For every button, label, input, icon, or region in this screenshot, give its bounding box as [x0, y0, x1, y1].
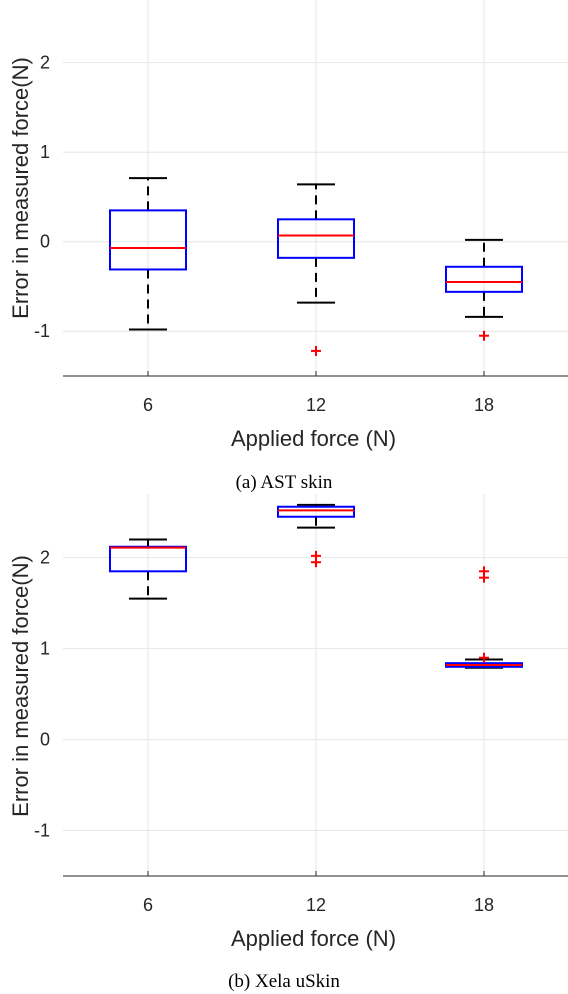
boxplot-series: [109, 503, 523, 669]
iqr-box: [445, 265, 523, 293]
y-tick-label: 0: [40, 730, 50, 750]
y-axis-title: Error in measured force(N): [8, 57, 33, 319]
iqr-box: [277, 505, 355, 518]
x-tick-label: 6: [143, 395, 153, 415]
box-6: [109, 177, 187, 331]
y-tick-label: 1: [40, 142, 50, 162]
boxplot-series: [109, 177, 523, 356]
outlier-marker: [479, 566, 489, 577]
x-tick-label: 18: [474, 895, 494, 915]
outlier-marker: [479, 330, 489, 341]
x-tick-label: 18: [474, 395, 494, 415]
y-tick-label: 0: [40, 232, 50, 252]
x-tick-label: 12: [306, 895, 326, 915]
caption-b: (b) Xela uSkin: [228, 971, 340, 992]
iqr-box: [277, 218, 355, 259]
y-tick-label: 1: [40, 639, 50, 659]
x-axis-title: Applied force (N): [231, 926, 396, 951]
x-tick-label: 12: [306, 395, 326, 415]
box-18: [445, 238, 523, 341]
box-6: [109, 538, 187, 600]
outlier-marker: [311, 345, 321, 356]
y-axis-title: Error in measured force(N): [8, 555, 33, 817]
y-tick-label: 2: [40, 548, 50, 568]
box-12: [277, 183, 355, 356]
outlier-marker: [479, 652, 489, 663]
y-tick-label: -1: [34, 821, 50, 841]
y-tick-label: -1: [34, 321, 50, 341]
outlier-marker: [311, 550, 321, 561]
iqr-box: [109, 209, 187, 271]
y-tick-label: 2: [40, 53, 50, 73]
caption-a: (a) AST skin: [236, 472, 333, 493]
box-12: [277, 503, 355, 568]
x-axis-title: Applied force (N): [231, 426, 396, 451]
x-tick-label: 6: [143, 895, 153, 915]
box-18: [445, 566, 523, 669]
